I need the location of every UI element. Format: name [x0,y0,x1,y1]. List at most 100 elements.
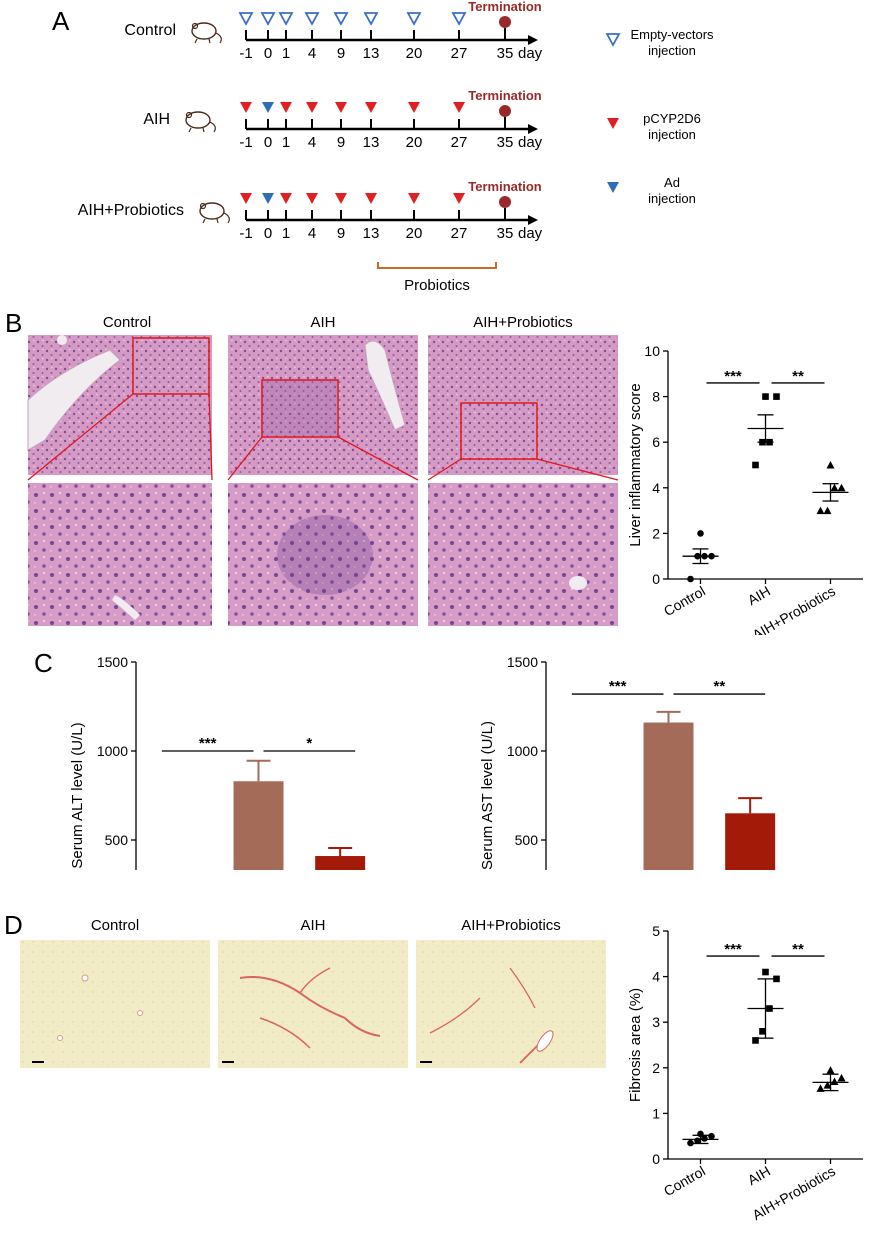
x-tick-label: AIH [745,583,773,609]
alt-bar-chart: 050010001500Serum ALT level (U/L)Control… [69,654,366,870]
ast-bar-chart: 050010001500Serum AST level (U/L)Control… [479,654,776,870]
timeline-day-label: 20 [406,45,423,62]
timeline-day-label: 20 [406,134,423,151]
data-point [837,483,846,492]
data-point [701,1135,708,1142]
significance-label: ** [792,941,804,958]
y-tick-label: 1 [652,1105,660,1121]
timeline-unit-label: day [518,134,543,151]
timeline-day-label: 13 [363,225,380,242]
data-point [826,1066,835,1074]
termination-dot [499,196,511,208]
significance-label: ** [792,368,804,385]
empty-vector-injection-marker [363,12,379,26]
legend-label-line1: Empty-vectors [630,27,714,42]
histology-d-title-control: Control [90,917,140,934]
timeline-day-label: 27 [451,45,468,62]
termination-label: Termination [468,0,541,14]
group-name-1: AIH [143,111,170,128]
data-point [762,968,769,976]
data-point [826,461,835,469]
timeline-day-label: 9 [337,45,345,62]
legend-label-line2: injection [648,127,696,142]
timeline-day-label: 1 [282,134,290,151]
ad-injection-marker [262,102,274,113]
mouse-icon [185,111,216,133]
panel-label-c: C [34,648,53,678]
pcyp2d6-injection-marker [280,102,292,113]
y-tick-label: 6 [652,434,660,450]
zoom-box-aih [261,379,339,438]
significance-label: *** [609,678,627,695]
histology-d-title-aih: AIH [300,917,326,934]
pcyp2d6-injection-marker [306,193,318,204]
legend-pcyp2d6-marker [607,118,619,129]
y-axis-label: Fibrosis area (%) [627,988,644,1102]
legend-label-line1: pCYP2D6 [643,111,701,126]
empty-vector-injection-marker [278,12,294,26]
histology-b-title-control: Control [102,314,152,331]
zoom-box-control [132,337,210,395]
timeline-day-label: -1 [239,225,252,242]
y-tick-label: 500 [515,832,539,848]
probiotics-label: Probiotics [404,277,470,294]
data-point [823,1081,832,1089]
pcyp2d6-injection-marker [306,102,318,113]
timeline-day-label: 13 [363,45,380,62]
data-point [687,575,694,583]
y-axis-label: Serum AST level (U/L) [479,721,496,870]
pcyp2d6-injection-marker [408,102,420,113]
y-tick-label: 4 [652,480,660,496]
y-tick-label: 1500 [507,654,538,670]
data-point [759,1028,766,1035]
group-name-2: AIH+Probiotics [78,202,184,219]
y-tick-label: 8 [652,389,660,405]
significance-label: *** [199,735,217,752]
ad-injection-marker [262,193,274,204]
pcyp2d6-injection-marker [335,102,347,113]
he-aih-probiotics-high [428,483,618,626]
significance-label: ** [713,678,725,695]
x-tick-label: Control [661,1163,708,1199]
probiotics-bracket [377,262,497,269]
timeline-day-label: 35 [497,225,514,242]
data-point [708,1132,715,1140]
bar-2 [725,813,776,870]
timeline-day-label: 4 [308,225,316,242]
mouse-icon [191,22,222,44]
timeline-day-label: 9 [337,134,345,151]
legend-ad-marker [607,182,619,193]
y-tick-label: 4 [652,969,660,985]
he-aih-probiotics-low [428,335,618,475]
timeline-day-label: 13 [363,134,380,151]
mouse-icon [199,202,230,224]
timeline-day-label: 35 [497,45,514,62]
y-tick-label: 5 [652,923,660,939]
data-point [830,1077,839,1085]
timeline-figure: Control-1 0 1 4 9 13 20 27 35 dayTerminationAIH-1… [78,0,714,294]
empty-vector-injection-marker [406,12,422,26]
significance-label: * [306,735,312,752]
legend-label-line2: injection [648,191,696,206]
data-point [762,393,769,400]
data-point [830,483,839,492]
data-point [823,506,832,515]
data-point [773,393,780,400]
legend-label-line1: Ad [664,175,680,190]
significance-label: *** [724,368,742,385]
y-tick-label: 0 [652,571,660,587]
legend-label-line2: injection [648,43,696,58]
timeline-day-label: 0 [264,134,272,151]
sr-control [20,940,210,1068]
pcyp2d6-injection-marker [408,193,420,204]
timeline-day-label: 9 [337,225,345,242]
pcyp2d6-injection-marker [240,102,252,113]
timeline-arrow-0 [528,35,538,45]
timeline-arrow-1 [528,124,538,134]
zoom-box-aih-probiotics [460,402,538,460]
sr-aih-probiotics [416,940,606,1068]
x-tick-label: Control [661,583,708,619]
timeline-day-label: 27 [451,134,468,151]
y-tick-label: 0 [652,1151,660,1167]
